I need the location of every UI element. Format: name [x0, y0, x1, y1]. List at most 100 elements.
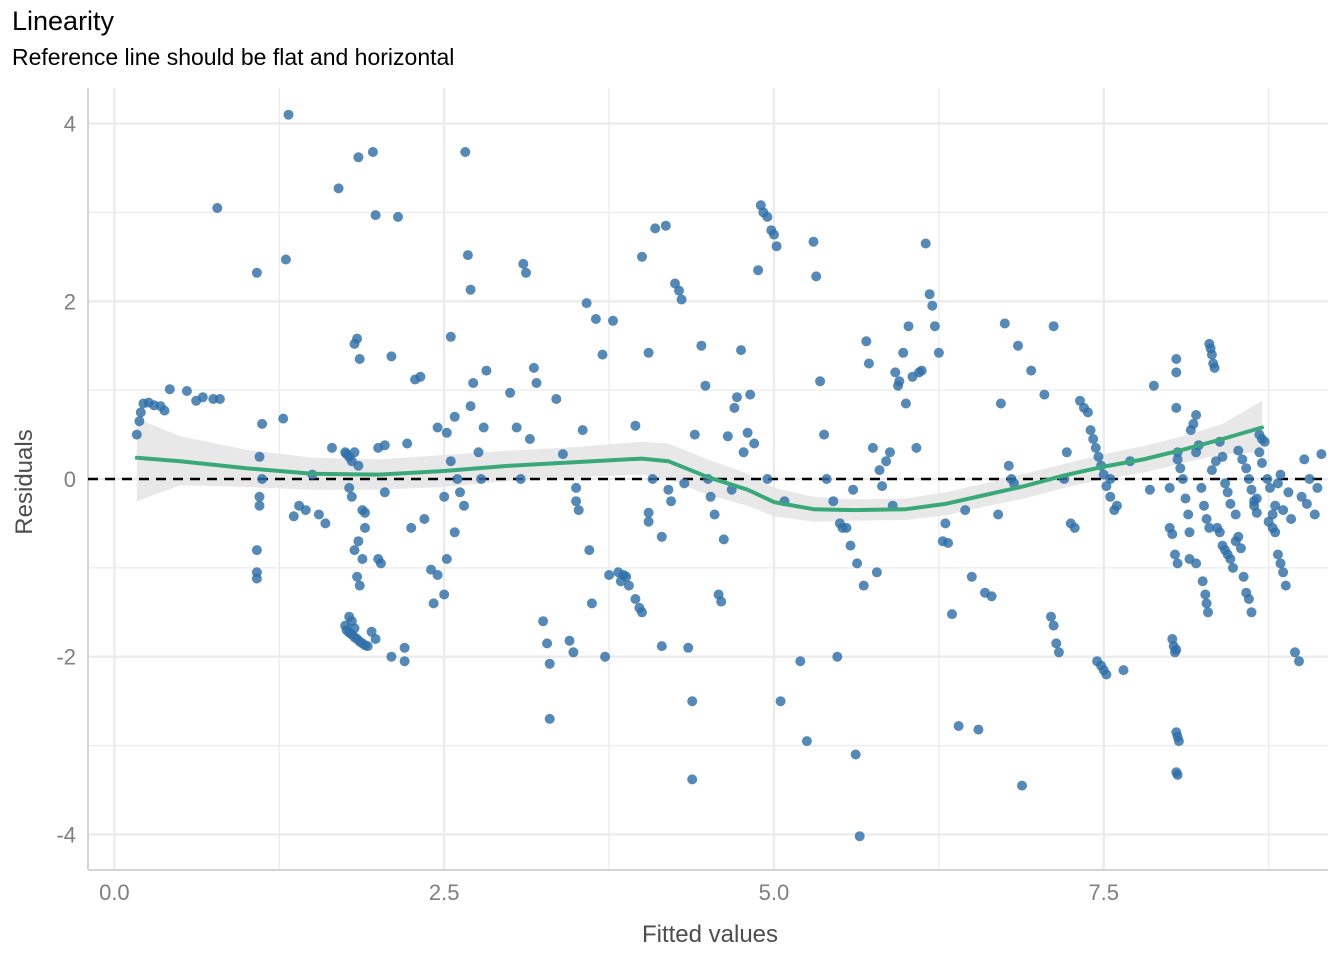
data-point: [933, 347, 944, 358]
data-point: [815, 376, 826, 387]
data-point: [478, 422, 489, 433]
data-point: [251, 545, 262, 556]
data-point: [1254, 447, 1265, 458]
data-point: [637, 607, 647, 618]
data-point: [943, 538, 954, 548]
data-point: [134, 416, 145, 427]
data-point: [1275, 558, 1286, 569]
data-point: [819, 429, 830, 440]
data-point: [511, 422, 522, 433]
data-point: [718, 534, 729, 545]
data-point: [439, 491, 450, 502]
data-point: [568, 647, 579, 658]
data-point: [736, 345, 746, 356]
data-point: [353, 460, 364, 471]
data-point: [709, 509, 720, 520]
data-point: [1026, 365, 1037, 376]
data-point: [415, 371, 426, 382]
data-point: [571, 482, 582, 493]
data-point: [1243, 474, 1254, 484]
data-point: [1101, 669, 1112, 680]
data-point: [564, 635, 575, 646]
data-point: [808, 236, 819, 247]
data-point: [597, 349, 608, 360]
data-point: [1241, 463, 1252, 474]
data-point: [1278, 505, 1289, 516]
data-point: [1206, 465, 1217, 476]
data-point: [749, 438, 760, 449]
data-point: [848, 484, 859, 495]
data-point: [399, 642, 410, 653]
data-point: [769, 229, 779, 240]
data-point: [375, 558, 386, 569]
data-point: [1199, 500, 1209, 511]
data-point: [214, 394, 225, 404]
data-point: [393, 211, 403, 222]
data-point: [687, 696, 698, 707]
data-point: [577, 425, 588, 436]
data-point: [874, 465, 885, 476]
data-point: [993, 509, 1004, 520]
data-point: [911, 442, 922, 453]
data-point: [1148, 380, 1159, 391]
data-point: [344, 482, 355, 493]
data-point: [465, 401, 476, 412]
data-point: [455, 487, 465, 498]
data-point: [399, 656, 410, 667]
data-point: [1294, 656, 1304, 667]
data-point: [288, 511, 299, 522]
data-point: [1233, 445, 1244, 456]
data-point: [1197, 576, 1208, 587]
data-point: [181, 386, 192, 396]
data-point: [738, 447, 749, 458]
data-point: [705, 491, 716, 502]
data-point: [1164, 482, 1175, 493]
data-point: [898, 347, 909, 358]
data-point: [481, 365, 492, 376]
data-point: [753, 265, 764, 276]
data-point: [1206, 349, 1217, 360]
data-point: [1180, 493, 1191, 504]
data-point: [1201, 598, 1212, 609]
data-point: [1316, 449, 1327, 460]
data-point: [1061, 447, 1072, 458]
data-point: [1272, 549, 1283, 560]
data-point: [432, 422, 443, 433]
data-point: [947, 609, 957, 620]
data-point: [828, 496, 839, 507]
data-point: [650, 223, 661, 234]
y-tick-label: -2: [56, 645, 76, 670]
data-point: [643, 516, 654, 527]
data-point: [254, 500, 265, 511]
data-point: [722, 431, 733, 442]
data-point: [370, 634, 381, 644]
data-point: [1286, 514, 1297, 524]
data-point: [1090, 442, 1101, 453]
data-point: [858, 580, 869, 591]
data-point: [1046, 611, 1056, 622]
data-point: [357, 554, 368, 564]
data-point: [637, 251, 647, 262]
data-point: [1265, 482, 1275, 493]
data-point: [333, 183, 344, 194]
data-point: [426, 564, 436, 575]
data-point: [1301, 498, 1312, 509]
data-point: [1017, 780, 1027, 791]
data-point: [1048, 321, 1059, 332]
data-point: [1299, 454, 1310, 465]
data-point: [1214, 527, 1225, 538]
data-point: [630, 420, 641, 431]
data-point: [300, 505, 311, 516]
data-point: [1243, 594, 1254, 604]
data-point: [197, 392, 208, 403]
data-point: [362, 641, 373, 652]
data-point: [1170, 549, 1180, 560]
data-point: [832, 651, 843, 662]
data-point: [462, 250, 473, 261]
data-point: [1093, 451, 1104, 462]
data-point: [1220, 478, 1231, 489]
data-point: [1053, 647, 1064, 658]
data-point: [445, 331, 456, 342]
data-point: [1246, 484, 1257, 495]
